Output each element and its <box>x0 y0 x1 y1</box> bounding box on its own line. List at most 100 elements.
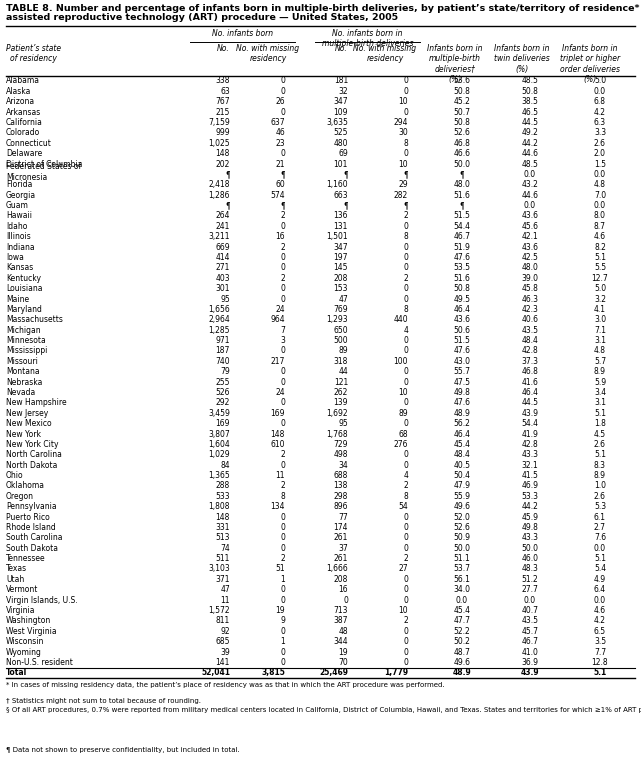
Text: 610: 610 <box>271 440 285 449</box>
Text: 55.7: 55.7 <box>453 367 470 376</box>
Text: New Hampshire: New Hampshire <box>6 398 67 407</box>
Text: Tennessee: Tennessee <box>6 554 46 563</box>
Text: 2: 2 <box>403 616 408 625</box>
Text: 3.3: 3.3 <box>594 128 606 138</box>
Text: 48.3: 48.3 <box>522 564 538 574</box>
Text: 60: 60 <box>275 180 285 189</box>
Text: 74: 74 <box>221 543 230 553</box>
Text: 45.4: 45.4 <box>453 606 470 615</box>
Text: 95: 95 <box>221 295 230 304</box>
Text: 50.0: 50.0 <box>453 159 470 169</box>
Text: 95: 95 <box>338 419 348 428</box>
Text: Delaware: Delaware <box>6 149 42 158</box>
Text: 32.1: 32.1 <box>522 461 538 470</box>
Text: 288: 288 <box>216 482 230 490</box>
Text: 5.1: 5.1 <box>594 450 606 459</box>
Text: 187: 187 <box>215 346 230 356</box>
Text: 5.1: 5.1 <box>594 253 606 262</box>
Text: 3,635: 3,635 <box>326 118 348 127</box>
Text: Kentucky: Kentucky <box>6 274 41 283</box>
Text: 69: 69 <box>338 149 348 158</box>
Text: ¶: ¶ <box>460 201 465 210</box>
Text: 45.2: 45.2 <box>454 97 470 106</box>
Text: 48: 48 <box>338 627 348 635</box>
Text: 43.6: 43.6 <box>522 212 538 220</box>
Text: Infants born in
triplet or higher
order deliveries
(%): Infants born in triplet or higher order … <box>560 44 620 84</box>
Text: 318: 318 <box>333 357 348 366</box>
Text: 8: 8 <box>403 305 408 314</box>
Text: New Mexico: New Mexico <box>6 419 52 428</box>
Text: 148: 148 <box>215 149 230 158</box>
Text: 169: 169 <box>271 409 285 417</box>
Text: 55.9: 55.9 <box>453 492 470 501</box>
Text: 5.1: 5.1 <box>594 409 606 417</box>
Text: 45.9: 45.9 <box>522 512 538 522</box>
Text: 6.1: 6.1 <box>594 512 606 522</box>
Text: 5.7: 5.7 <box>594 357 606 366</box>
Text: Washington: Washington <box>6 616 51 625</box>
Text: 0: 0 <box>280 461 285 470</box>
Text: 40.5: 40.5 <box>453 461 470 470</box>
Text: Federated States of
Micronesia: Federated States of Micronesia <box>6 162 81 182</box>
Text: 0: 0 <box>403 377 408 386</box>
Text: 217: 217 <box>271 357 285 366</box>
Text: 0: 0 <box>280 264 285 272</box>
Text: 7,159: 7,159 <box>208 118 230 127</box>
Text: 0: 0 <box>280 107 285 117</box>
Text: ¶: ¶ <box>343 170 348 179</box>
Text: 403: 403 <box>215 274 230 283</box>
Text: 50.7: 50.7 <box>453 107 470 117</box>
Text: 740: 740 <box>215 357 230 366</box>
Text: * In cases of missing residency data, the patient’s place of residency was as th: * In cases of missing residency data, th… <box>6 682 445 688</box>
Text: 50.0: 50.0 <box>453 543 470 553</box>
Text: ¶: ¶ <box>460 170 465 179</box>
Text: No.: No. <box>335 44 348 53</box>
Text: Hawaii: Hawaii <box>6 212 32 220</box>
Text: ¶: ¶ <box>403 170 408 179</box>
Text: 46.6: 46.6 <box>453 149 470 158</box>
Text: 52.6: 52.6 <box>454 523 470 532</box>
Text: 145: 145 <box>333 264 348 272</box>
Text: New York: New York <box>6 430 41 438</box>
Text: 4.1: 4.1 <box>594 305 606 314</box>
Text: 2,418: 2,418 <box>208 180 230 189</box>
Text: 16: 16 <box>338 585 348 594</box>
Text: 0: 0 <box>280 253 285 262</box>
Text: 47.7: 47.7 <box>453 616 470 625</box>
Text: 43.3: 43.3 <box>522 533 538 543</box>
Text: 971: 971 <box>215 336 230 345</box>
Text: 261: 261 <box>333 554 348 563</box>
Text: 101: 101 <box>333 159 348 169</box>
Text: 48.0: 48.0 <box>522 264 538 272</box>
Text: 2,964: 2,964 <box>208 315 230 325</box>
Text: 46.3: 46.3 <box>522 295 538 304</box>
Text: 0: 0 <box>280 87 285 96</box>
Text: Utah: Utah <box>6 575 24 584</box>
Text: 29: 29 <box>398 180 408 189</box>
Text: 24: 24 <box>276 388 285 397</box>
Text: ¶: ¶ <box>280 170 285 179</box>
Text: 43.3: 43.3 <box>522 450 538 459</box>
Text: Rhode Island: Rhode Island <box>6 523 56 532</box>
Text: 46.4: 46.4 <box>453 305 470 314</box>
Text: 301: 301 <box>215 284 230 293</box>
Text: 51: 51 <box>276 564 285 574</box>
Text: Iowa: Iowa <box>6 253 24 262</box>
Text: 0: 0 <box>403 87 408 96</box>
Text: New Jersey: New Jersey <box>6 409 48 417</box>
Text: 2: 2 <box>280 274 285 283</box>
Text: 8.0: 8.0 <box>594 212 606 220</box>
Text: 42.5: 42.5 <box>522 253 538 262</box>
Text: 50.8: 50.8 <box>454 118 470 127</box>
Text: 52,041: 52,041 <box>201 669 230 677</box>
Text: 77: 77 <box>338 512 348 522</box>
Text: 63: 63 <box>221 87 230 96</box>
Text: 54.4: 54.4 <box>522 419 538 428</box>
Text: 49.8: 49.8 <box>454 388 470 397</box>
Text: 0: 0 <box>280 398 285 407</box>
Text: 50.2: 50.2 <box>454 637 470 646</box>
Text: 0: 0 <box>403 398 408 407</box>
Text: 5.3: 5.3 <box>594 502 606 511</box>
Text: 0: 0 <box>280 533 285 543</box>
Text: 37: 37 <box>338 543 348 553</box>
